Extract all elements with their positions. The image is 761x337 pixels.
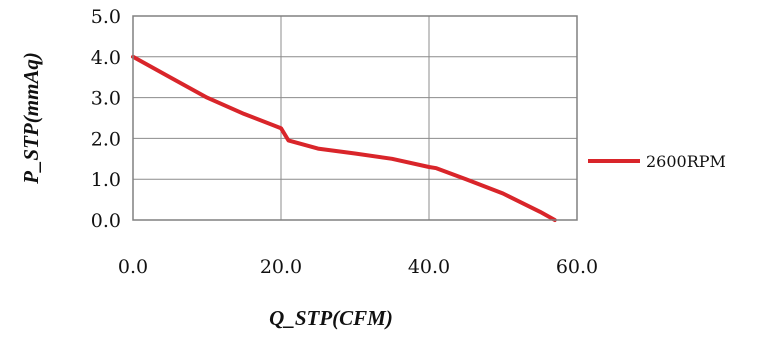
y-tick-label: 5.0 (91, 6, 121, 28)
y-tick-label: 0.0 (91, 210, 121, 232)
legend-label: 2600RPM (646, 152, 726, 171)
y-tick-label: 3.0 (91, 88, 121, 110)
y-tick-label: 2.0 (91, 128, 121, 150)
tick-labels: 0.0 1.0 2.0 3.0 4.0 5.0 0.0 20.0 40.0 60.0 (91, 6, 598, 278)
x-tick-label: 40.0 (408, 256, 450, 278)
y-tick-label: 4.0 (91, 47, 121, 69)
x-tick-label: 0.0 (118, 256, 148, 278)
y-tick-label: 1.0 (91, 169, 121, 191)
x-tick-label: 20.0 (260, 256, 302, 278)
x-tick-label: 60.0 (556, 256, 598, 278)
plot-frame (132, 15, 578, 221)
series-line (131, 54, 557, 222)
x-axis-title: Q_STP(CFM) (269, 306, 393, 330)
grid (133, 16, 577, 220)
legend: 2600RPM (588, 152, 726, 171)
series-layer (131, 54, 557, 222)
y-axis-title: P_STP(mmAq) (19, 52, 43, 185)
